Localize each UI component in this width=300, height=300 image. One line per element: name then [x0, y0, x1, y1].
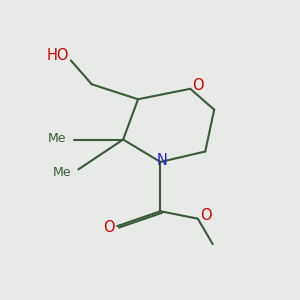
Text: Me: Me [52, 166, 71, 179]
Text: N: N [157, 153, 167, 168]
Text: O: O [200, 208, 212, 223]
Text: HO: HO [46, 48, 69, 63]
Text: O: O [103, 220, 115, 235]
Text: O: O [192, 78, 204, 93]
Text: Me: Me [48, 132, 66, 145]
